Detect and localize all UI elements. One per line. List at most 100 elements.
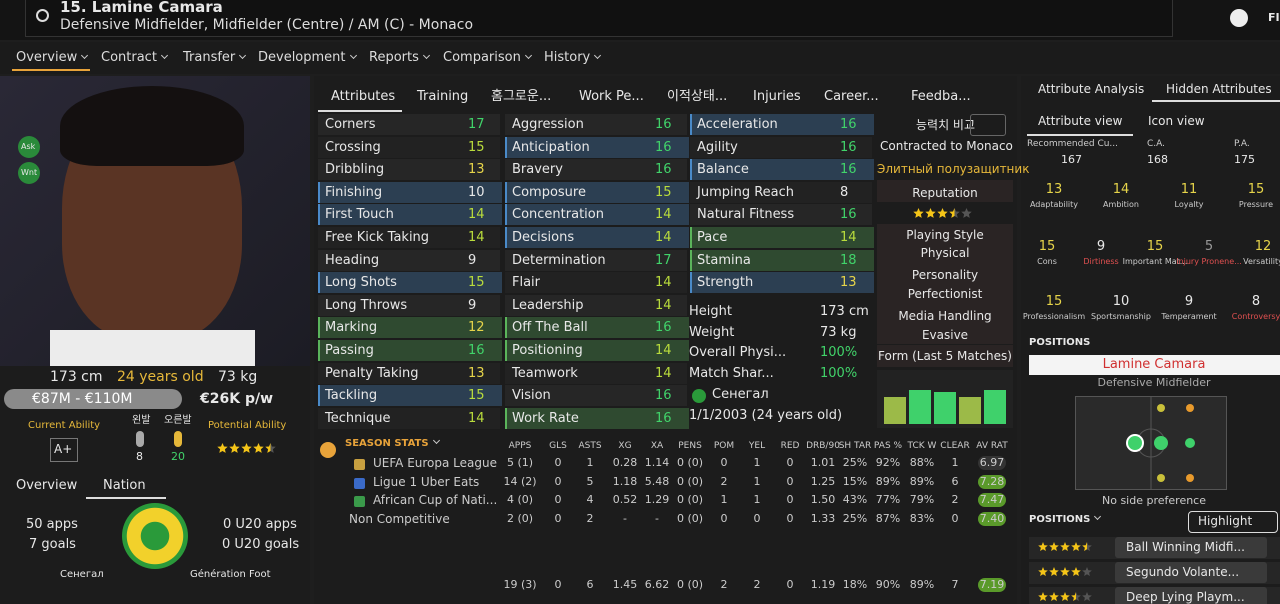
ability-label: Recommended Cu... [1027,139,1119,149]
nav-tab[interactable]: Comparison [443,51,532,64]
lower-tab[interactable]: Overview [16,478,78,493]
attribute-row [318,114,500,135]
ability-value: 167 [1061,153,1082,166]
u20-goals: 0 U20 goals [222,537,300,552]
hidden-label: Injury Pronene... [1176,257,1242,266]
attribute-name: Long Throws [325,297,408,313]
attribute-name: Tackling [325,388,378,404]
right-tab-active [1152,100,1280,102]
attribute-value: 17 [468,117,485,132]
attribute-row [690,249,874,271]
search-box[interactable] [25,0,1173,37]
total-value: 0 (0) [676,578,704,591]
stat-value: 0 [554,456,562,469]
lower-tab[interactable]: Nation [103,478,146,493]
hidden-value: 15 [1045,294,1063,309]
view-tab[interactable]: Icon view [1148,114,1205,128]
role-dropdown[interactable] [1115,587,1267,604]
attribute-value: 17 [655,252,672,268]
total-value: 18% [842,578,868,591]
center-tab[interactable]: Training [417,89,469,104]
stats-header: ASTS [578,441,602,451]
nav-active-underline [12,69,90,71]
physical-label: Height [689,304,732,319]
rating-pill [978,456,1006,470]
right-tab[interactable]: Attribute Analysis [1038,82,1145,96]
attribute-name: First Touch [325,207,394,223]
attribute-value: 16 [840,162,857,178]
birth-nation: Сенегал [712,387,769,402]
role-dropdown[interactable] [1115,537,1267,558]
hidden-label: Temperament [1161,312,1217,321]
attribute-value: 16 [468,343,485,358]
stats-icon [320,442,336,458]
form-bar [884,397,906,424]
wnt-label: Wnt [21,168,38,177]
stat-value: 83% [909,511,935,525]
center-tab[interactable]: Career... [824,89,879,104]
center-tab[interactable]: Work Pe... [579,89,644,104]
attribute-name: Pace [697,230,728,245]
center-tab[interactable]: Injuries [753,89,801,104]
stat-value: 0.28 [612,456,638,469]
competition-icon [354,477,365,489]
center-tab[interactable]: Feedba... [911,89,971,104]
attribute-name: Stamina [697,252,751,268]
attribute-row [505,385,687,407]
attribute-row [505,181,689,203]
attribute-row [505,340,689,361]
hidden-value: 13 [1045,182,1063,197]
nation-apps: 50 apps [26,517,78,532]
attribute-row [505,362,687,384]
stat-value: 0 [786,511,794,525]
nav-tab[interactable]: History [544,51,602,64]
total-value: 2 [753,578,761,591]
nav-tab[interactable]: Overview [16,51,89,64]
highlight: Highlight [1198,514,1253,528]
stat-value: 87% [875,511,901,525]
reputation: Reputation [912,186,978,200]
role-stars [1038,592,1092,601]
ability-label: P.A. [1234,139,1250,149]
attribute-value: 12 [468,320,485,336]
nav-tab[interactable]: Reports [369,51,430,64]
hidden-label: Adaptability [1029,200,1079,209]
side-card [877,180,1013,202]
ask-button[interactable] [18,136,40,158]
compare-dropdown[interactable] [970,114,1006,136]
view-tab[interactable]: Attribute view [1038,114,1123,128]
nav-tab[interactable]: Transfer [183,51,247,64]
help-icon[interactable] [1230,9,1248,27]
side-preference: No side preference [1102,494,1206,507]
stats-title[interactable]: SEASON STATS [345,436,440,449]
total-value: 0 [786,578,794,591]
stat-value: 6.97 [979,456,1005,469]
ability-label: C.A. [1147,139,1166,149]
height: 173 cm [50,369,103,385]
attribute-name: Passing [325,343,374,358]
center-tab[interactable]: Attributes [331,89,396,104]
highlight-dropdown[interactable] [1188,511,1278,533]
right-tab[interactable]: Hidden Attributes [1166,82,1272,96]
attribute-name: Determination [512,252,606,268]
stat-value: 0 [951,511,959,525]
nav-tab[interactable]: Contract [101,51,168,64]
wnt-button[interactable] [18,162,40,184]
attribute-value: 14 [655,297,672,313]
hidden-label: Cons [1037,257,1057,266]
stat-value: 0 [554,511,562,525]
positions-title-2[interactable]: POSITIONS [1029,512,1102,525]
nav-tab[interactable]: Development [258,51,357,64]
player-photo-shirt [50,330,255,366]
stat-value: 1.25 [810,474,836,488]
player-tag: Элитный полузащитник [877,162,1030,176]
hidden-label: Loyalty [1174,200,1204,209]
center-tab[interactable]: 이적상태... [667,89,728,104]
role-dropdown[interactable] [1115,562,1267,583]
attribute-row [690,181,872,203]
stat-value: 1 [753,456,761,469]
pa-label: Potential Ability [208,420,287,431]
center-tab[interactable]: 홈그로운... [491,89,552,104]
stats-header: PENS [678,441,702,451]
stat-value: 1 [586,456,594,469]
